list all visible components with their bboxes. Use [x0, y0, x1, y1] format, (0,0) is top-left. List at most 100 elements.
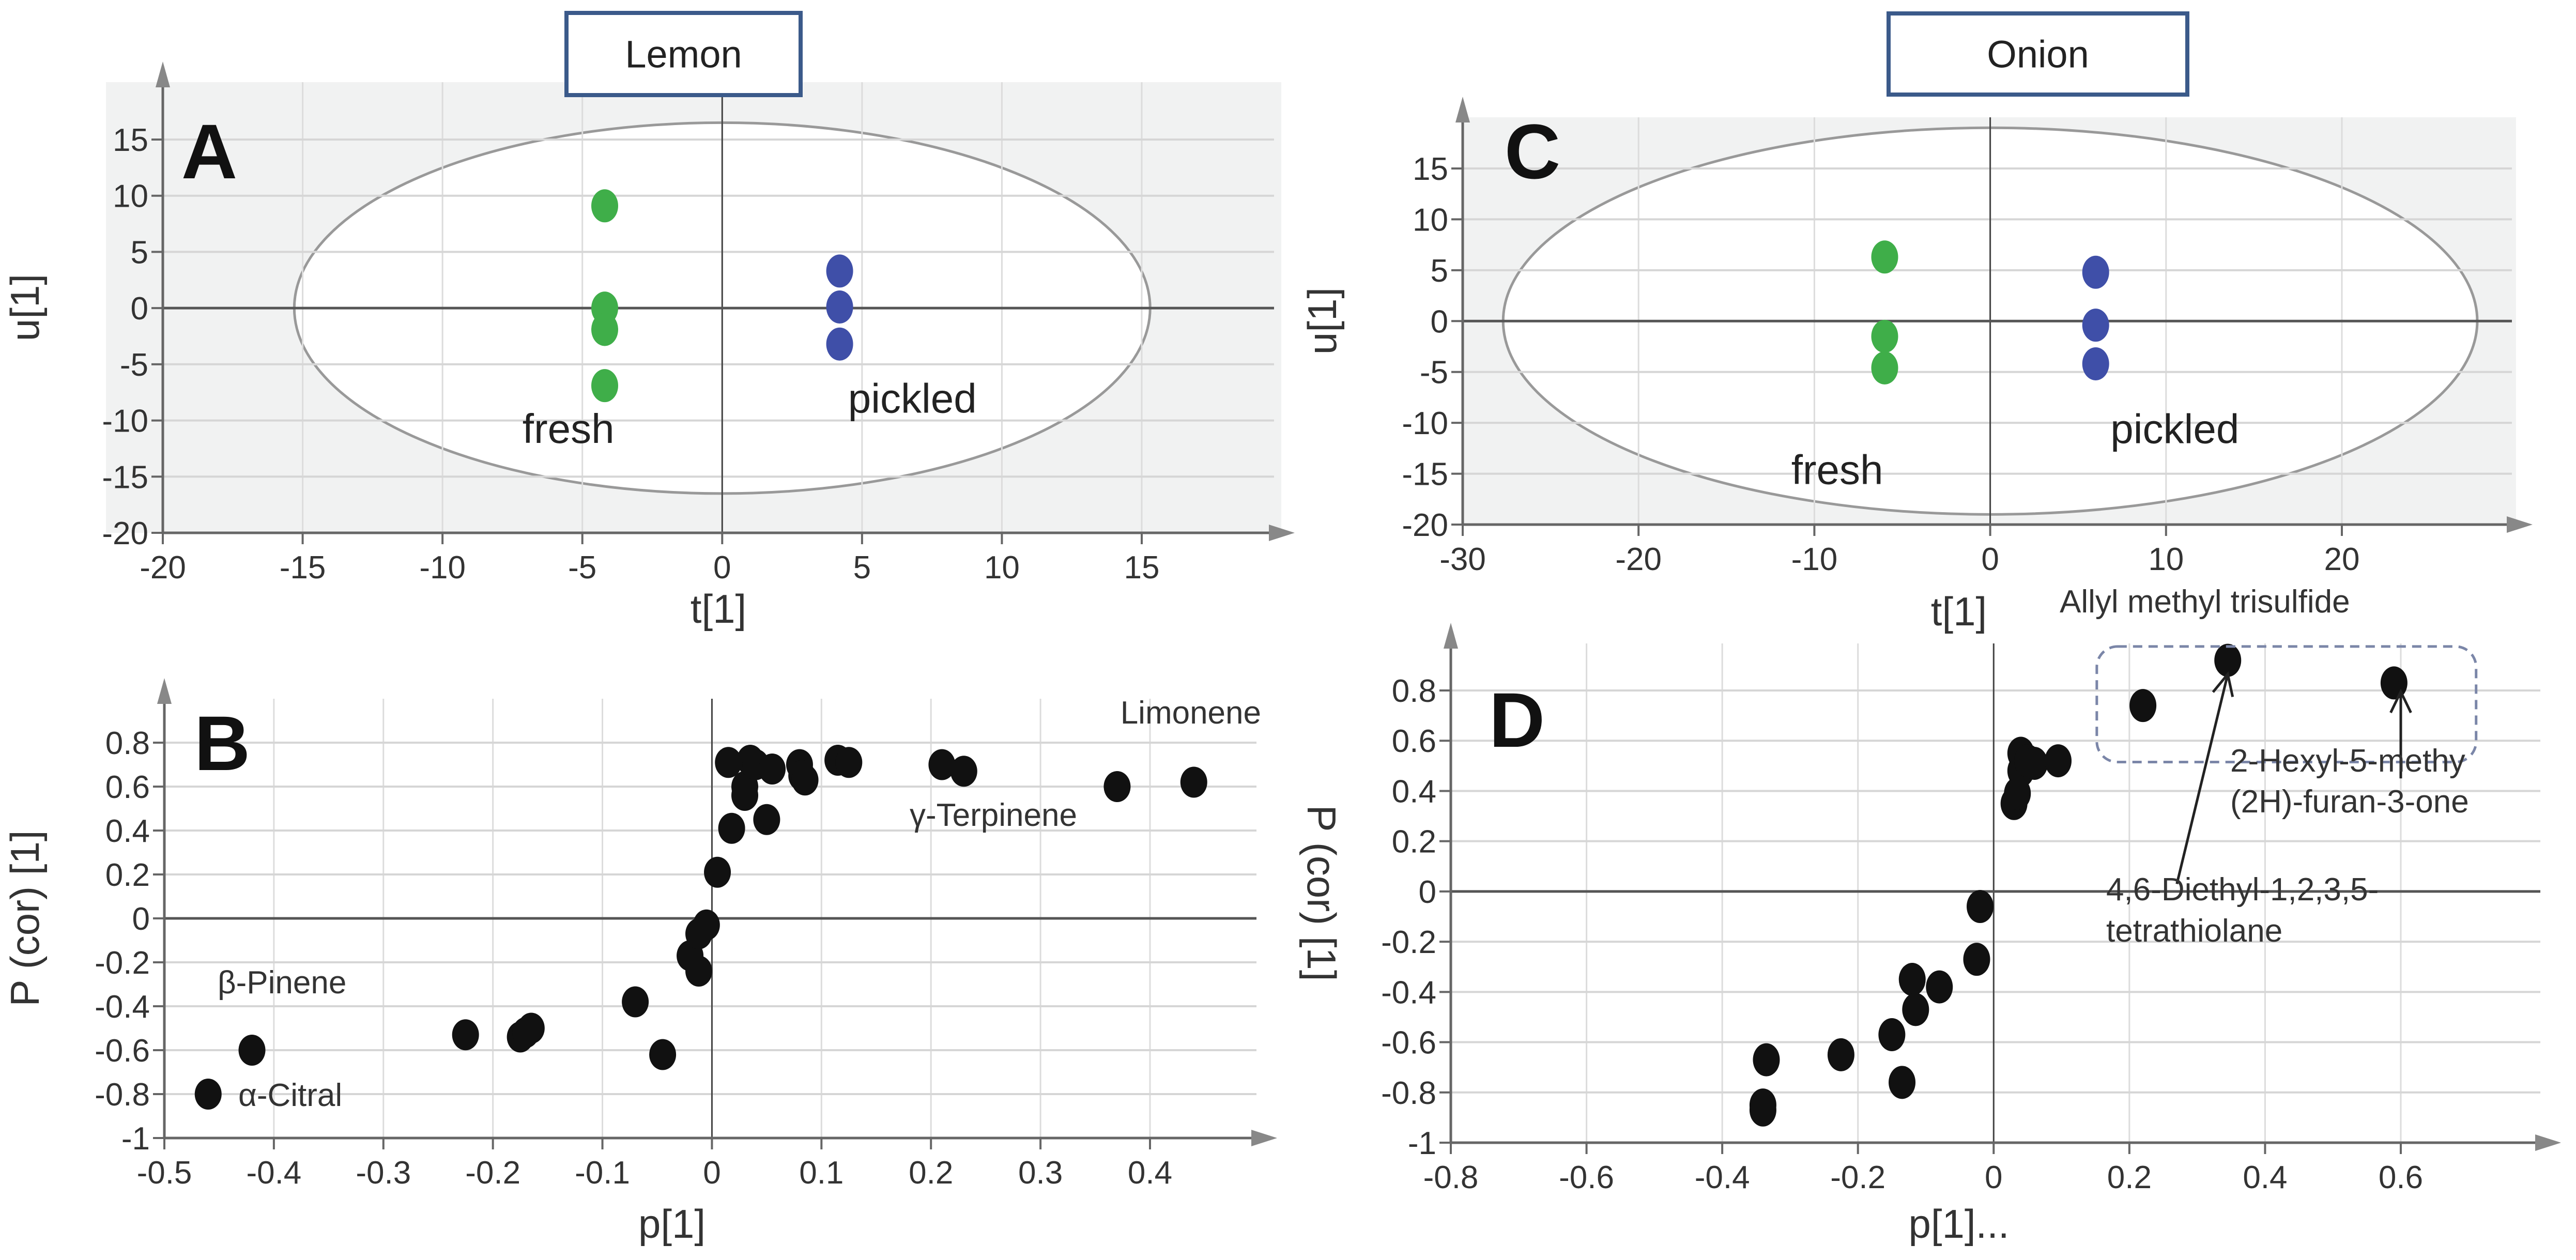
y-tick-label: 10	[1413, 202, 1448, 238]
data-point-variables	[693, 909, 720, 941]
data-point-variables	[731, 780, 759, 811]
x-tick-label: 0.6	[2379, 1160, 2423, 1195]
x-tick-label: -10	[419, 550, 466, 586]
data-point-variables	[704, 856, 731, 888]
data-point-variables	[649, 1039, 677, 1070]
data-point-variables	[1103, 771, 1131, 802]
x-tick-label: 0.2	[2107, 1160, 2152, 1195]
data-point-pickled	[826, 254, 853, 288]
group-label-pickled: pickled	[2110, 406, 2239, 452]
chart-title: Lemon	[625, 33, 742, 76]
data-point-pickled	[826, 290, 853, 324]
data-point-variables	[758, 754, 786, 785]
data-point-fresh	[1871, 240, 1898, 274]
x-tick-label: 0	[1981, 542, 1999, 577]
y-tick-label: 0.2	[105, 857, 150, 893]
data-point-variables	[2129, 689, 2157, 723]
data-point-variables	[753, 804, 780, 835]
y-tick-label: 0.8	[105, 726, 150, 761]
x-tick-label: -0.2	[1830, 1160, 1885, 1195]
x-tick-label: 0.2	[909, 1155, 953, 1191]
y-tick-label: -0.8	[1381, 1075, 1436, 1111]
data-point-variables	[835, 747, 863, 778]
x-tick-label: -0.8	[1423, 1160, 1479, 1195]
x-tick-label: 10	[2148, 542, 2184, 577]
data-point-variables	[2021, 746, 2048, 780]
data-point-variables	[238, 1035, 266, 1066]
chart-title: Onion	[1987, 33, 2089, 76]
panel-letter: B	[194, 700, 250, 787]
data-point-fresh	[591, 189, 619, 223]
data-point-variables	[452, 1019, 479, 1051]
data-point-variables	[2214, 643, 2242, 677]
x-tick-label: 0	[1985, 1160, 2002, 1195]
panel-C: -30 -20 -10 0 10 20151050-5-10-15-20t[1]u[1]C…	[1299, 11, 2533, 634]
x-tick-label: -0.1	[575, 1155, 630, 1191]
data-point-variables	[1926, 970, 1953, 1004]
y-tick-label: -0.6	[95, 1033, 150, 1069]
y-tick-label: 0.2	[1392, 824, 1436, 860]
compound-label: tetrathiolane	[2106, 913, 2282, 949]
data-point-fresh	[591, 313, 619, 346]
compound-label: 2-Hexyl-5-methy	[2230, 743, 2465, 779]
y-tick-label: -0.2	[95, 945, 150, 981]
data-point-variables	[1753, 1043, 1780, 1077]
x-tick-label: -5	[568, 550, 596, 586]
x-tick-label: 15	[1124, 550, 1160, 586]
data-point-pickled	[2082, 309, 2109, 342]
y-tick-label: 0	[132, 901, 150, 937]
compound-label: (2H)-furan-3-one	[2230, 784, 2469, 820]
x-axis-label: p[1]...	[1908, 1201, 2009, 1247]
data-point-variables	[517, 1012, 545, 1044]
data-point-pickled	[2082, 347, 2109, 380]
y-tick-label: -15	[102, 459, 148, 495]
data-point-fresh	[591, 369, 619, 403]
panel-letter: D	[1489, 677, 1545, 763]
x-tick-label: -0.3	[356, 1155, 411, 1191]
x-tick-label: 0.1	[799, 1155, 844, 1191]
group-label-fresh: fresh	[1791, 447, 1883, 493]
y-tick-label: 0	[1419, 874, 1436, 910]
y-tick-label: -15	[1402, 457, 1448, 493]
panel-letter: C	[1505, 108, 1560, 195]
y-tick-label: -0.8	[95, 1077, 150, 1113]
x-tick-label: 5	[853, 550, 871, 586]
data-point-variables	[685, 956, 713, 987]
y-axis-label: P (cor) [1]	[2, 831, 48, 1007]
title-box	[1887, 11, 2189, 97]
data-point-variables	[2045, 744, 2072, 778]
x-tick-label: -15	[280, 550, 326, 586]
x-tick-label: 0.4	[1128, 1155, 1172, 1191]
y-tick-label: -0.2	[1381, 925, 1436, 960]
y-axis-arrow-icon	[157, 678, 172, 704]
y-axis-label: u[1]	[1299, 287, 1345, 355]
x-tick-label: -0.4	[1695, 1160, 1750, 1195]
panel-letter: A	[181, 108, 237, 195]
y-tick-label: -0.4	[1381, 975, 1436, 1010]
data-point-pickled	[826, 327, 853, 361]
x-tick-label: -0.6	[1559, 1160, 1614, 1195]
data-point-variables	[715, 747, 742, 778]
x-tick-label: -20	[1615, 542, 1662, 577]
data-point-fresh	[1871, 351, 1898, 385]
data-point-pickled	[2082, 255, 2109, 289]
x-tick-label: 0.3	[1018, 1155, 1063, 1191]
y-tick-label: -0.4	[95, 989, 150, 1025]
x-tick-label: -0.4	[246, 1155, 301, 1191]
x-tick-label: -10	[1791, 542, 1838, 577]
compound-label: Limonene	[1121, 695, 1261, 731]
data-point-variables	[1180, 766, 1207, 798]
data-point-variables	[718, 812, 745, 844]
x-axis-arrow-icon	[2507, 516, 2533, 533]
group-label-pickled: pickled	[848, 375, 977, 421]
highlight-box	[2095, 645, 2478, 764]
y-tick-label: -10	[1402, 406, 1448, 441]
y-tick-label: -0.6	[1381, 1025, 1436, 1061]
data-point-variables	[1963, 943, 1990, 976]
data-point-variables	[791, 764, 819, 796]
arrow-furanone-head-icon	[2389, 688, 2412, 714]
y-axis-arrow-icon	[156, 62, 170, 87]
x-tick-label: -0.2	[465, 1155, 520, 1191]
data-point-variables	[950, 756, 977, 787]
y-tick-label: 0.8	[1392, 673, 1436, 709]
